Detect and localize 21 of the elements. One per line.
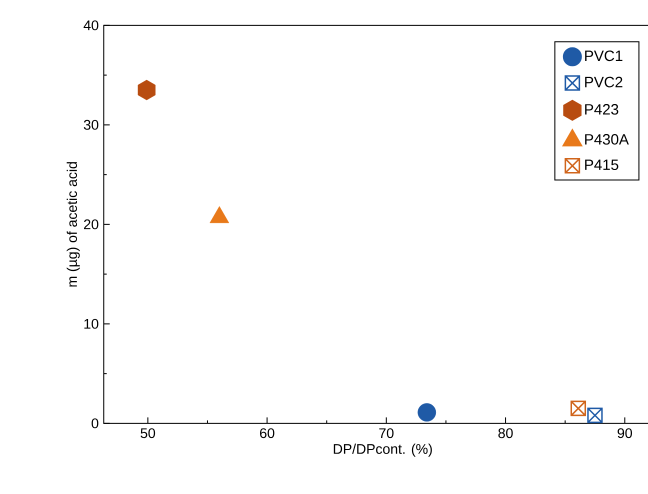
- legend-label: P423: [585, 104, 618, 115]
- legend-label: P430A: [585, 134, 629, 145]
- y-axis-title: m (µg) of acetic acid: [66, 162, 80, 287]
- x-tick-label: 80: [498, 428, 513, 438]
- x-axis-title: DP/DPcont. (%): [334, 444, 432, 457]
- point: [418, 403, 436, 422]
- y-tick-label: 10: [84, 318, 98, 329]
- point: [570, 400, 586, 416]
- legend-label: PVC2: [585, 76, 622, 88]
- point: [138, 80, 156, 100]
- x-tick-label: 60: [260, 428, 274, 438]
- y-tick-label: 0: [92, 418, 98, 428]
- y-tick-label: 40: [84, 20, 98, 30]
- legend-label: P415: [585, 160, 618, 170]
- x-tick-label: 90: [618, 428, 632, 438]
- y-tick-label: 20: [84, 219, 98, 230]
- x-tick-label: 70: [379, 428, 394, 438]
- legend-label: PVC1: [585, 50, 622, 62]
- x-tick-label: 50: [140, 428, 156, 438]
- point: [587, 408, 603, 424]
- y-tick-label: 30: [84, 120, 98, 130]
